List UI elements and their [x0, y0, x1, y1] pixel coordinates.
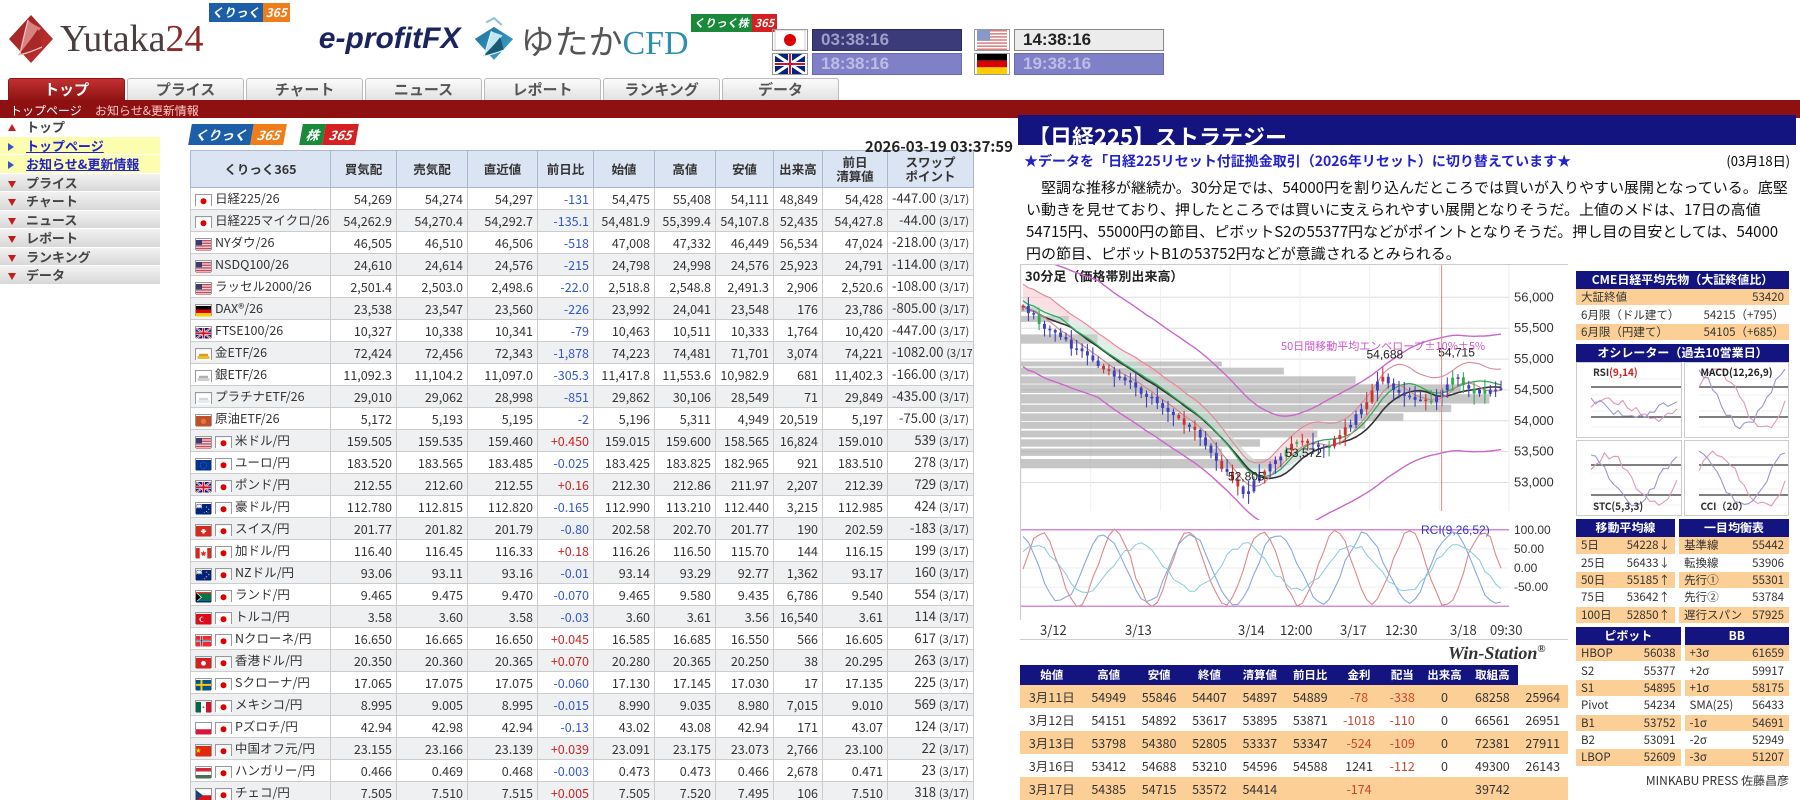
svg-text:50日間移動平均エンベロープ±10%±5%: 50日間移動平均エンベロープ±10%±5%: [1281, 338, 1485, 354]
svg-text:53,500: 53,500: [1514, 444, 1554, 459]
svg-text:50.00: 50.00: [1514, 542, 1544, 556]
svg-text:-50.00: -50.00: [1514, 580, 1548, 594]
svg-text:56,000: 56,000: [1514, 289, 1554, 304]
svg-text:54,000: 54,000: [1514, 413, 1554, 428]
svg-text:100.00: 100.00: [1514, 523, 1551, 537]
svg-text:52,805: 52,805: [1228, 470, 1265, 484]
svg-text:55,500: 55,500: [1514, 320, 1554, 335]
svg-text:53,000: 53,000: [1514, 475, 1554, 490]
svg-text:54,500: 54,500: [1514, 382, 1554, 397]
svg-text:30分足（価格帯別出来高）: 30分足（価格帯別出来高）: [1025, 266, 1183, 285]
svg-text:55,000: 55,000: [1514, 351, 1554, 366]
svg-text:53,572: 53,572: [1285, 446, 1322, 460]
svg-text:0.00: 0.00: [1514, 561, 1538, 575]
